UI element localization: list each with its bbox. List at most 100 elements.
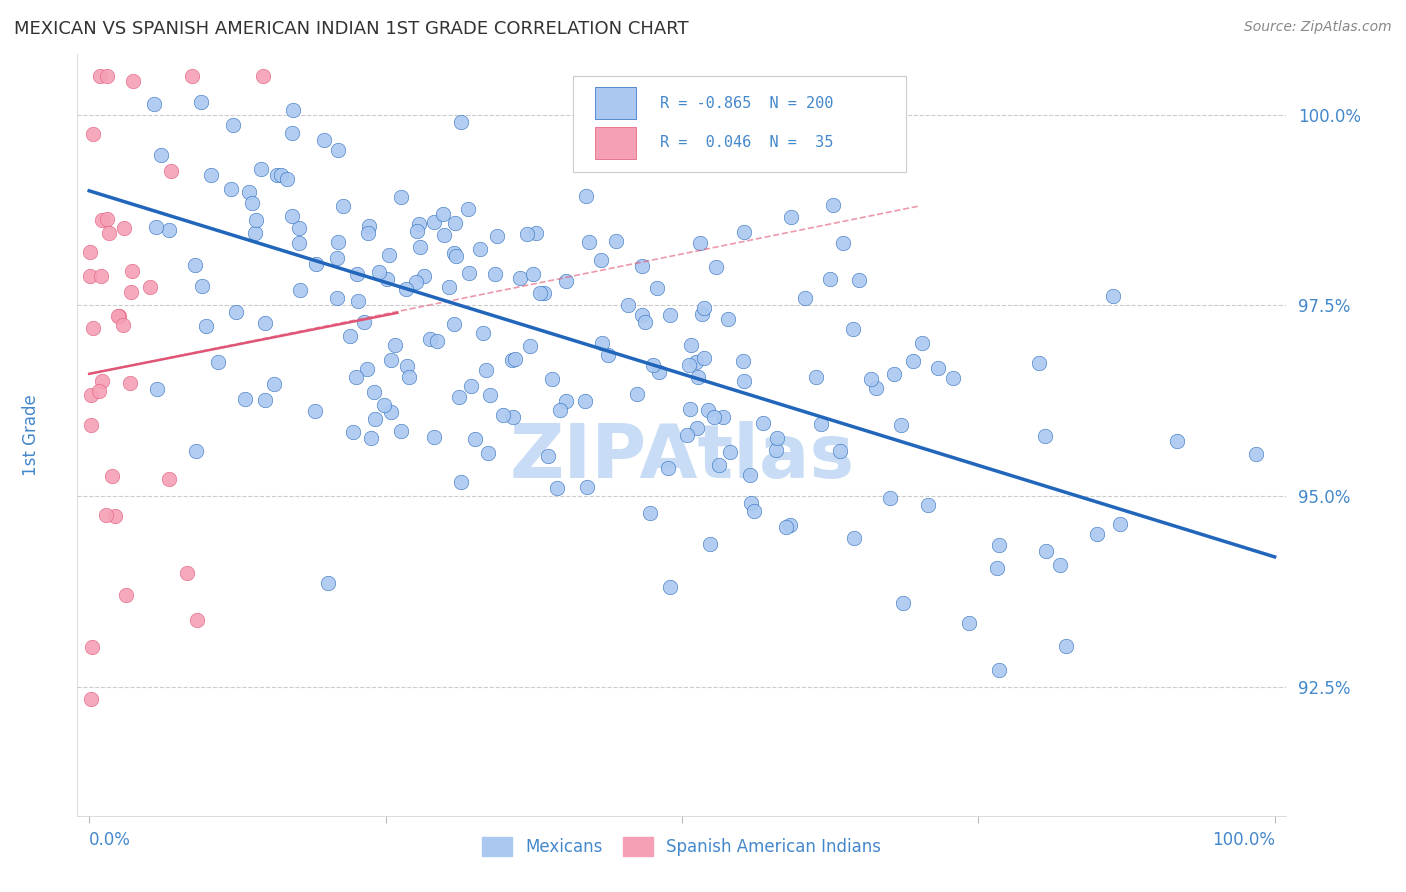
Point (146, 382, 169, 396)
Point (529, 286, 551, 301)
Point (112, 221, 135, 235)
Point (219, 182, 242, 196)
Text: 100.0%: 100.0% (1212, 831, 1275, 849)
Point (740, 467, 762, 482)
Point (589, 252, 612, 267)
Point (194, 319, 217, 334)
Point (659, 308, 682, 322)
Point (707, 458, 730, 472)
Point (253, 392, 276, 407)
Point (96, 70, 118, 84)
Point (591, 335, 613, 350)
Point (742, 504, 765, 518)
Point (326, 291, 349, 305)
Point (98, 226, 121, 240)
Point (865, 381, 887, 395)
Text: 1st Grade: 1st Grade (22, 394, 41, 475)
Text: R =  0.046  N =  35: R = 0.046 N = 35 (661, 136, 834, 150)
Point (176, 566, 198, 580)
Point (304, 403, 326, 417)
Point (437, 279, 460, 293)
Point (605, 235, 627, 249)
Point (631, 259, 654, 273)
Point (576, 480, 599, 494)
Point (326, 235, 349, 249)
Point (150, 148, 173, 162)
Point (101, 469, 124, 483)
Point (444, 249, 467, 263)
Point (752, 416, 775, 430)
Point (181, 70, 204, 84)
Point (780, 210, 803, 224)
Point (509, 271, 531, 285)
Point (200, 168, 222, 182)
Point (775, 519, 797, 533)
Point (733, 225, 755, 239)
Point (305, 257, 328, 271)
Point (1035, 543, 1057, 558)
Point (157, 471, 180, 485)
Point (679, 338, 702, 352)
Point (598, 348, 620, 362)
Point (380, 405, 402, 419)
Point (804, 369, 827, 384)
Point (240, 196, 263, 211)
Point (80, 692, 103, 706)
Point (449, 390, 471, 404)
Point (779, 518, 801, 533)
Point (79, 418, 101, 433)
Point (450, 115, 472, 129)
Point (765, 443, 787, 458)
Point (79, 268, 101, 283)
Point (444, 216, 467, 230)
FancyBboxPatch shape (574, 77, 905, 172)
Point (270, 168, 292, 182)
Point (79, 244, 101, 259)
Point (910, 336, 932, 351)
Point (643, 358, 665, 372)
Point (423, 430, 446, 444)
Point (82, 128, 104, 142)
Point (80, 387, 103, 401)
Point (793, 291, 815, 305)
Point (108, 309, 131, 323)
Point (380, 352, 402, 367)
Point (443, 246, 465, 260)
Point (332, 199, 354, 213)
Point (412, 268, 434, 283)
Point (157, 223, 180, 237)
Point (704, 260, 727, 275)
Point (645, 281, 668, 295)
Point (443, 317, 465, 331)
Point (160, 164, 183, 178)
Point (516, 227, 538, 241)
Point (104, 509, 127, 524)
Point (685, 355, 707, 369)
Point (90, 374, 112, 388)
Point (207, 355, 229, 369)
Point (860, 372, 883, 386)
Point (353, 315, 375, 329)
Point (657, 460, 679, 475)
Point (626, 387, 648, 401)
Point (342, 425, 364, 440)
Point (450, 475, 472, 490)
Point (658, 580, 681, 594)
Point (139, 279, 162, 293)
Point (90, 268, 112, 283)
Point (848, 273, 870, 287)
Point (740, 495, 762, 509)
Point (373, 399, 395, 413)
Point (678, 358, 700, 372)
Point (359, 219, 381, 234)
Point (844, 531, 866, 545)
Point (717, 312, 740, 326)
Point (541, 372, 564, 386)
Point (1049, 558, 1071, 573)
Point (519, 339, 541, 353)
Point (578, 235, 600, 249)
Point (711, 410, 734, 425)
Point (281, 210, 304, 224)
Point (396, 359, 419, 373)
Point (986, 561, 1008, 575)
